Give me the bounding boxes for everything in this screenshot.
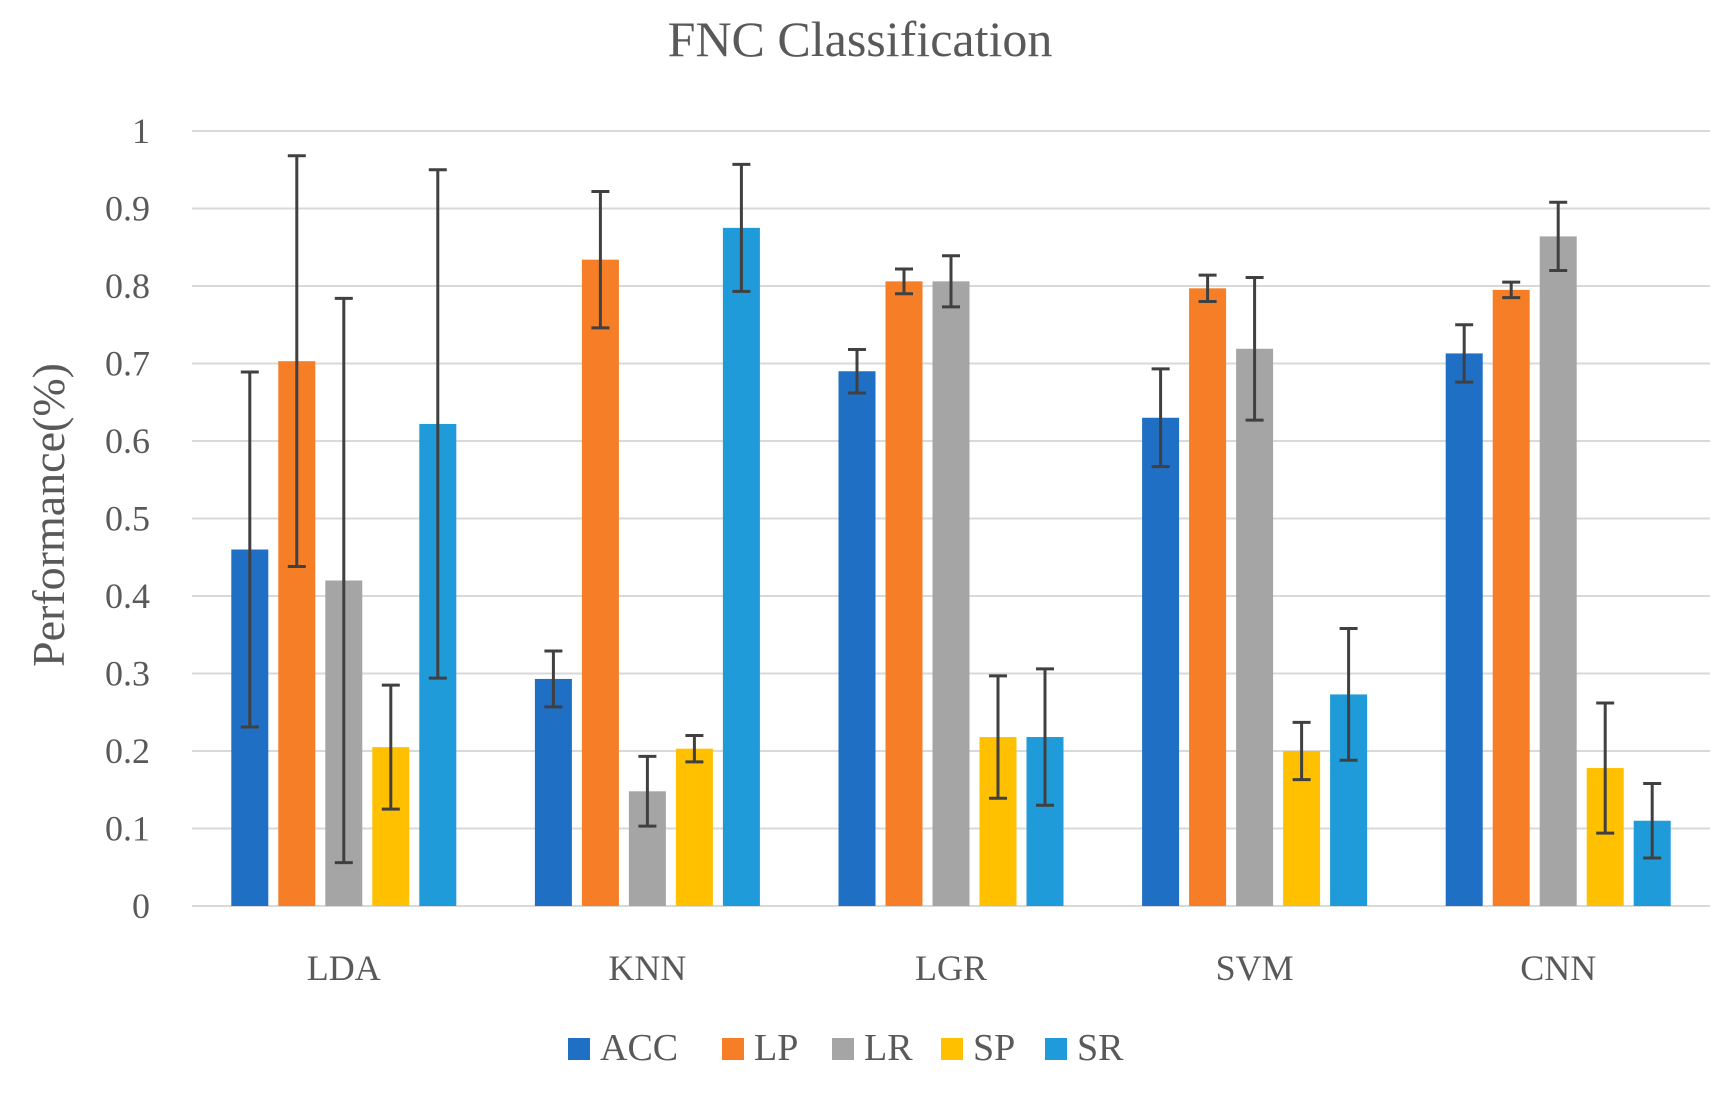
bar-lgr-acc [838,371,876,906]
legend-label: LP [754,1027,798,1069]
bar-svm-acc [1142,417,1180,906]
error-bar-svm-acc [1151,367,1170,469]
bar-knn-sp [675,748,713,906]
y-tick-label: 0.4 [105,576,150,616]
error-bar-lgr-sp [989,674,1007,800]
error-bar-lda-lr [334,296,353,865]
error-bar-lgr-sr [1036,667,1054,807]
error-bar-cnn-sp [1596,701,1615,835]
x-tick-label: SVM [1216,948,1294,988]
legend-label: LR [864,1027,913,1069]
error-bar-lda-sp [381,683,400,811]
error-bar-cnn-lr [1549,200,1568,272]
error-bar-lda-acc [240,370,259,729]
legend-swatch [568,1038,590,1060]
error-bar-cnn-acc [1455,323,1474,384]
error-bar-cnn-lp [1502,280,1521,300]
error-bar-lgr-lr [942,254,960,309]
error-bar-knn-acc [544,649,563,709]
y-tick-label: 0.1 [105,809,150,849]
x-axis-ticks: LDA KNN LGR SVM CNN [307,948,1596,988]
y-tick-label: 0.3 [105,654,150,694]
bar-lgr-lr [932,281,970,907]
legend-item-lp: LP [722,1027,798,1069]
bars [231,227,1671,907]
y-tick-label: 0.5 [105,499,150,539]
legend-swatch [1045,1038,1067,1060]
error-bar-lda-sr [428,168,447,680]
bar-cnn-lp [1492,289,1530,906]
bar-knn-acc [534,678,572,906]
bar-lgr-lp [885,281,923,907]
x-tick-label: CNN [1520,948,1596,988]
error-bar-knn-sp [685,734,704,764]
legend: ACC LP LR SP SR [568,1027,1124,1069]
error-bar-svm-sr [1339,627,1358,762]
error-bar-svm-sp [1292,720,1311,782]
y-axis-label: Performance(%) [23,363,74,667]
y-tick-label: 0.9 [105,189,150,229]
legend-item-sr: SR [1045,1027,1124,1069]
x-tick-label: KNN [608,948,686,988]
bar-cnn-lr [1539,236,1577,906]
x-tick-label: LGR [915,948,987,988]
legend-item-acc: ACC [568,1027,678,1069]
error-bar-svm-lp [1198,273,1217,303]
y-axis-ticks: 0 0.1 0.2 0.3 0.4 0.5 0.6 0.7 0.8 0.9 1 [105,111,150,926]
error-bars [240,154,1662,865]
bar-cnn-acc [1445,353,1483,906]
y-tick-label: 0.7 [105,344,150,384]
error-bar-knn-lp [591,189,610,330]
error-bar-knn-sr [732,162,751,293]
error-bar-lgr-lp [895,267,913,296]
legend-label: SR [1077,1027,1124,1069]
bar-svm-lr [1236,348,1274,906]
y-tick-label: 1 [132,111,150,151]
error-bar-lgr-acc [848,348,866,395]
chart-title: FNC Classification [668,11,1053,67]
legend-label: SP [973,1027,1015,1069]
bar-svm-lp [1189,288,1227,906]
error-bar-cnn-sr [1643,782,1662,860]
y-tick-label: 0 [132,886,150,926]
legend-swatch [832,1038,854,1060]
bar-knn-lp [581,259,619,906]
legend-swatch [941,1038,963,1060]
legend-swatch [722,1038,744,1060]
legend-label: ACC [600,1027,678,1069]
error-bar-knn-lr [638,754,657,828]
x-tick-label: LDA [307,948,381,988]
legend-item-lr: LR [832,1027,913,1069]
y-tick-label: 0.8 [105,266,150,306]
y-tick-label: 0.2 [105,731,150,771]
legend-item-sp: SP [941,1027,1015,1069]
bar-knn-sr [722,227,760,906]
error-bar-svm-lr [1245,275,1264,422]
y-tick-label: 0.6 [105,421,150,461]
error-bar-lda-lp [287,154,306,569]
